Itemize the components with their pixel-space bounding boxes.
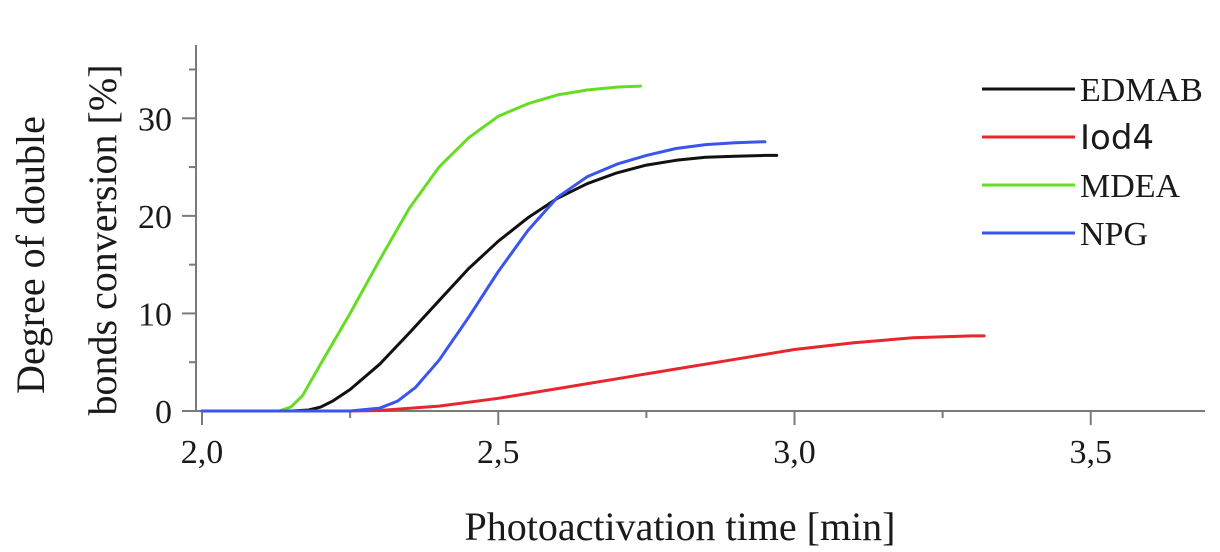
series-line-mdea (200, 84, 642, 413)
legend-label-mdea: MDEA (1080, 168, 1181, 205)
x-tick-label: 3,0 (773, 434, 816, 471)
x-tick-label: 2,0 (181, 434, 224, 471)
x-tick-label: 3,5 (1070, 434, 1113, 471)
y-tick-label: 10 (138, 296, 172, 333)
series-group (200, 84, 986, 413)
series-line-npg (200, 140, 767, 413)
legend-label-edmab: EDMAB (1080, 72, 1203, 109)
legend: EDMAB Iod4 MDEA NPG (982, 72, 1203, 253)
legend-label-iod4: Iod4 (1080, 118, 1154, 158)
y-tick-label: 30 (138, 101, 172, 138)
axis-ticks (182, 68, 1092, 425)
y-axis-title-line-2: bonds conversion [%] (80, 64, 125, 415)
series-line-iod4 (200, 334, 986, 413)
series-line-edmab (200, 153, 779, 413)
x-tick-label: 2,5 (477, 434, 520, 471)
y-tick-label: 20 (138, 199, 172, 236)
axis-tick-labels: 2,0 2,5 3,0 3,5 0 10 20 30 (138, 101, 1112, 471)
x-axis-title: Photoactivation time [min] (464, 504, 895, 549)
y-axis-title-line-1: Degree of double (8, 116, 53, 394)
legend-label-npg: NPG (1080, 216, 1148, 253)
y-tick-label: 0 (155, 394, 172, 431)
